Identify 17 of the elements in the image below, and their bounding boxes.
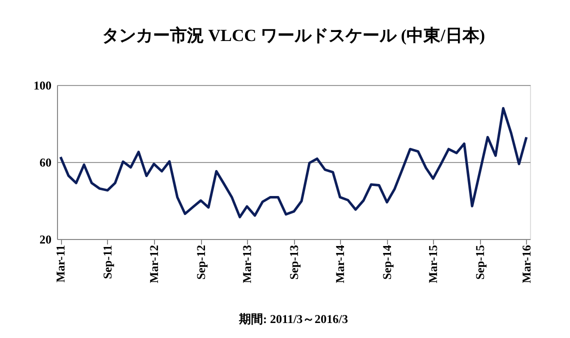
- line-series: [59, 107, 528, 218]
- chart-title: タンカー市況 VLCC ワールドスケール (中東/日本): [102, 26, 485, 45]
- x-tick-label: Sep-11: [100, 245, 114, 280]
- x-tick-label: Mar-11: [54, 245, 68, 283]
- x-tick-label: Mar-16: [519, 245, 534, 284]
- x-tick-label: Mar-12: [146, 245, 161, 284]
- x-tick-label: Mar-13: [240, 245, 254, 284]
- y-tick-label: 20: [40, 232, 52, 246]
- x-tick-label: Sep-12: [194, 245, 208, 280]
- x-tick-label: Sep-13: [286, 245, 301, 280]
- y-tick-label: 60: [40, 156, 52, 170]
- y-tick-label: 100: [34, 78, 52, 92]
- text: 期間: 2011/3～2016/3: [238, 312, 348, 326]
- x-tick-label: Sep-14: [380, 245, 394, 280]
- x-tick-label: Mar-14: [333, 245, 348, 284]
- x-tick-label: Sep-15: [473, 245, 488, 280]
- x-tick-label: Mar-15: [426, 245, 440, 284]
